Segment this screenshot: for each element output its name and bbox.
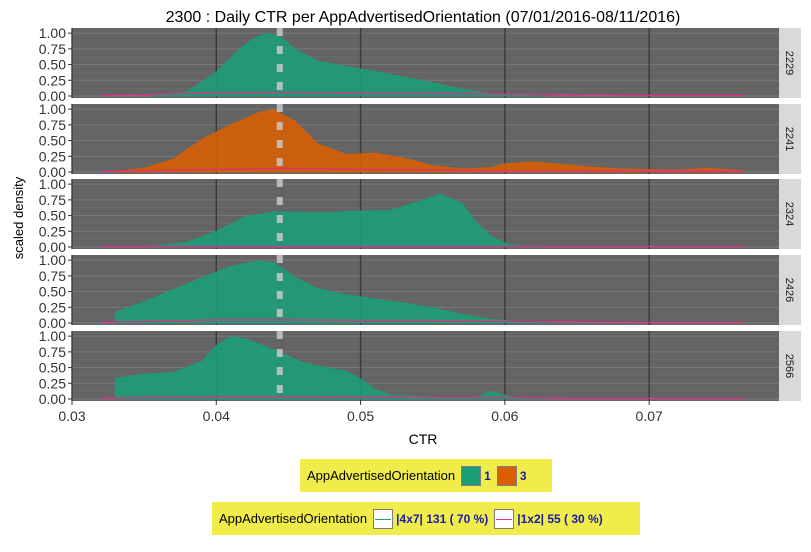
y-tick-label: 0.25: [39, 148, 66, 164]
density-area: [114, 336, 549, 400]
legend-label-4x7: |4x7| 131 ( 70 %): [396, 511, 489, 526]
panel-2324: 2324 0.000.250.500.751.00: [39, 176, 801, 255]
facet-label: 2229: [783, 51, 795, 75]
panel-2241: 2241 0.000.250.500.751.00: [39, 101, 801, 180]
x-tick-label: 0.03: [58, 408, 85, 424]
facet-strip: [779, 28, 801, 98]
y-tick-label: 1.00: [39, 328, 66, 344]
legend-label-1: 1: [484, 468, 491, 483]
x-axis-label: CTR: [409, 431, 438, 447]
chart-title: 2300 : Daily CTR per AppAdvertisedOrient…: [166, 9, 681, 26]
legend-key-1: [461, 465, 482, 486]
y-tick-label: 1.00: [39, 25, 66, 41]
x-tick-label: 0.06: [491, 408, 518, 424]
facet-label: 2566: [783, 354, 795, 378]
facet-label: 2426: [783, 278, 795, 302]
legend-swatch-3: [497, 466, 516, 485]
y-tick-label: 0.75: [39, 41, 66, 57]
panels-layer: 22290.000.250.500.751.0022410.000.250.50…: [39, 25, 801, 407]
legend-key-4x7: [373, 508, 394, 529]
y-tick-label: 0.00: [39, 239, 66, 255]
y-tick-label: 0.50: [39, 208, 66, 224]
y-tick-label: 0.25: [39, 375, 66, 391]
color-legend: AppAdvertisedOrientation |4x7| 131 ( 70 …: [212, 502, 640, 535]
y-tick-label: 0.50: [39, 133, 66, 149]
panel-2229: 2229 0.000.250.500.751.00: [39, 25, 801, 104]
y-tick-label: 0.00: [39, 164, 66, 180]
legend-label-3: 3: [519, 468, 527, 483]
legend-label-1x2: |1x2| 55 ( 30 %): [517, 511, 603, 526]
y-tick-label: 0.25: [39, 299, 66, 315]
density-area: [144, 193, 541, 248]
y-tick-label: 0.75: [39, 344, 66, 360]
secondary-density-line: [100, 395, 743, 399]
x-tick-label: 0.07: [636, 408, 663, 424]
facet-strip: [779, 255, 801, 325]
legend-line-4x7: [375, 518, 392, 520]
secondary-density-line: [100, 319, 743, 323]
x-tick-label: 0.04: [203, 408, 230, 424]
density-area: [151, 32, 549, 97]
facet-strip: [779, 179, 801, 249]
legend-key-3: [496, 465, 517, 486]
y-tick-label: 0.00: [39, 315, 66, 331]
y-tick-label: 0.25: [39, 223, 66, 239]
y-tick-label: 0.75: [39, 192, 66, 208]
secondary-density-line: [100, 167, 743, 172]
secondary-density-line: [100, 91, 743, 96]
y-tick-label: 0.50: [39, 57, 66, 73]
fill-legend: AppAdvertisedOrientation 1 3: [300, 459, 552, 492]
y-tick-label: 0.75: [39, 117, 66, 133]
y-tick-label: 1.00: [39, 101, 66, 117]
y-tick-label: 0.50: [39, 360, 66, 376]
legend-swatch-1: [462, 466, 481, 485]
facet-label: 2241: [783, 127, 795, 151]
fill-legend-title: AppAdvertisedOrientation: [307, 468, 456, 483]
facet-strip: [779, 331, 801, 401]
panel-2566: 2566 0.000.250.500.751.00: [39, 328, 801, 407]
facet-strip: [779, 104, 801, 174]
panel-2426: 2426 0.000.250.500.751.00: [39, 252, 801, 331]
y-tick-label: 0.75: [39, 268, 66, 284]
legend-key-1x2: [494, 508, 515, 529]
y-tick-label: 1.00: [39, 252, 66, 268]
y-axis-label: scaled density: [11, 176, 26, 259]
density-area: [114, 109, 744, 173]
y-tick-label: 0.50: [39, 284, 66, 300]
facet-label: 2324: [783, 202, 795, 226]
y-tick-label: 0.00: [39, 88, 66, 104]
y-tick-label: 1.00: [39, 176, 66, 192]
legend-line-1x2: [496, 518, 513, 520]
y-tick-label: 0.25: [39, 72, 66, 88]
x-tick-label: 0.05: [347, 408, 374, 424]
color-legend-title: AppAdvertisedOrientation: [219, 511, 368, 526]
x-axis: 0.03 0.04 0.05 0.06 0.07: [58, 401, 663, 424]
y-tick-label: 0.00: [39, 391, 66, 407]
